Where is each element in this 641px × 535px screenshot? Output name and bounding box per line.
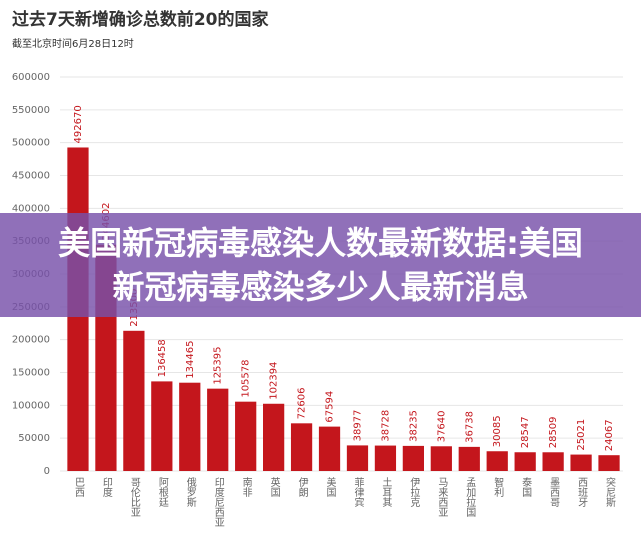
x-tick-label: 智利 [492,476,504,497]
bar [374,445,397,471]
value-label: 36738 [464,411,475,443]
x-tick-label: 孟加拉国 [464,477,476,518]
bar [402,445,424,471]
bar [346,445,369,471]
bar [151,381,173,471]
value-label: 38728 [380,410,391,442]
value-label: 102394 [269,362,280,400]
x-tick-label: 菲律宾 [352,477,364,508]
y-tick-label: 400000 [12,203,50,214]
bar [290,423,313,471]
value-label: 492670 [73,105,84,143]
x-tick-label: 墨西哥 [548,477,560,507]
banner-text: 美国新冠病毒感染人数最新数据:美国新冠病毒感染多少人最新消息 [58,224,583,306]
value-label: 72606 [297,388,308,420]
x-tick-label: 土耳其 [380,476,392,508]
x-tick-label: 印度 [100,477,112,498]
x-tick-label: 伊朗 [296,477,308,498]
bar [570,454,592,471]
bar [430,446,452,471]
value-label: 28547 [520,416,531,448]
x-tick-label: 阿根廷 [156,477,168,508]
bar [207,388,229,471]
y-tick-label: 450000 [12,171,50,182]
value-label: 134465 [185,341,196,379]
x-tick-label: 哥伦比亚 [128,477,140,517]
x-tick-label: 印度尼西亚 [212,477,224,527]
bar [318,426,341,471]
value-label: 105578 [241,359,252,397]
x-tick-label: 西班牙 [576,477,588,508]
x-tick-label: 泰国 [520,476,532,498]
value-label: 25021 [576,419,587,451]
x-tick-label: 俄罗斯 [184,477,196,508]
x-tick-label: 突尼斯 [604,476,616,508]
bar [598,455,620,471]
value-label: 38235 [408,410,419,442]
banner: 美国新冠病毒感染人数最新数据:美国新冠病毒感染多少人最新消息 [0,213,641,317]
value-label: 136458 [157,339,168,377]
y-tick-label: 0 [44,466,50,477]
y-tick-label: 50000 [18,433,50,444]
bar [514,452,536,471]
bar [486,451,508,471]
value-label: 24067 [604,419,615,451]
y-tick-label: 550000 [12,105,50,116]
x-tick-label: 英国 [268,476,280,498]
value-label: 125395 [213,346,224,384]
value-label: 37640 [436,410,447,442]
value-label: 28509 [548,416,559,448]
bar [179,382,201,471]
y-tick-label: 500000 [12,138,50,149]
y-tick-label: 600000 [12,72,50,83]
bar [263,403,285,471]
y-tick-label: 200000 [12,335,50,346]
bar [235,401,257,471]
chart-subtitle: 截至北京时间6月28日12时 [12,37,134,50]
bar [542,452,564,471]
x-tick-label: 南非 [240,476,252,498]
bar [123,330,145,471]
value-label: 38977 [352,410,363,442]
x-tick-label: 美国 [324,476,336,498]
y-tick-label: 100000 [12,400,50,411]
y-tick-label: 150000 [12,368,50,379]
bar [458,446,480,471]
x-tick-label: 伊拉克 [408,477,420,508]
value-label: 30085 [492,415,503,447]
value-label: 67594 [325,391,336,423]
x-tick-label: 巴西 [72,477,84,497]
x-tick-label: 马来西亚 [436,477,448,517]
chart-title: 过去7天新增确诊总数前20的国家 [12,9,269,30]
